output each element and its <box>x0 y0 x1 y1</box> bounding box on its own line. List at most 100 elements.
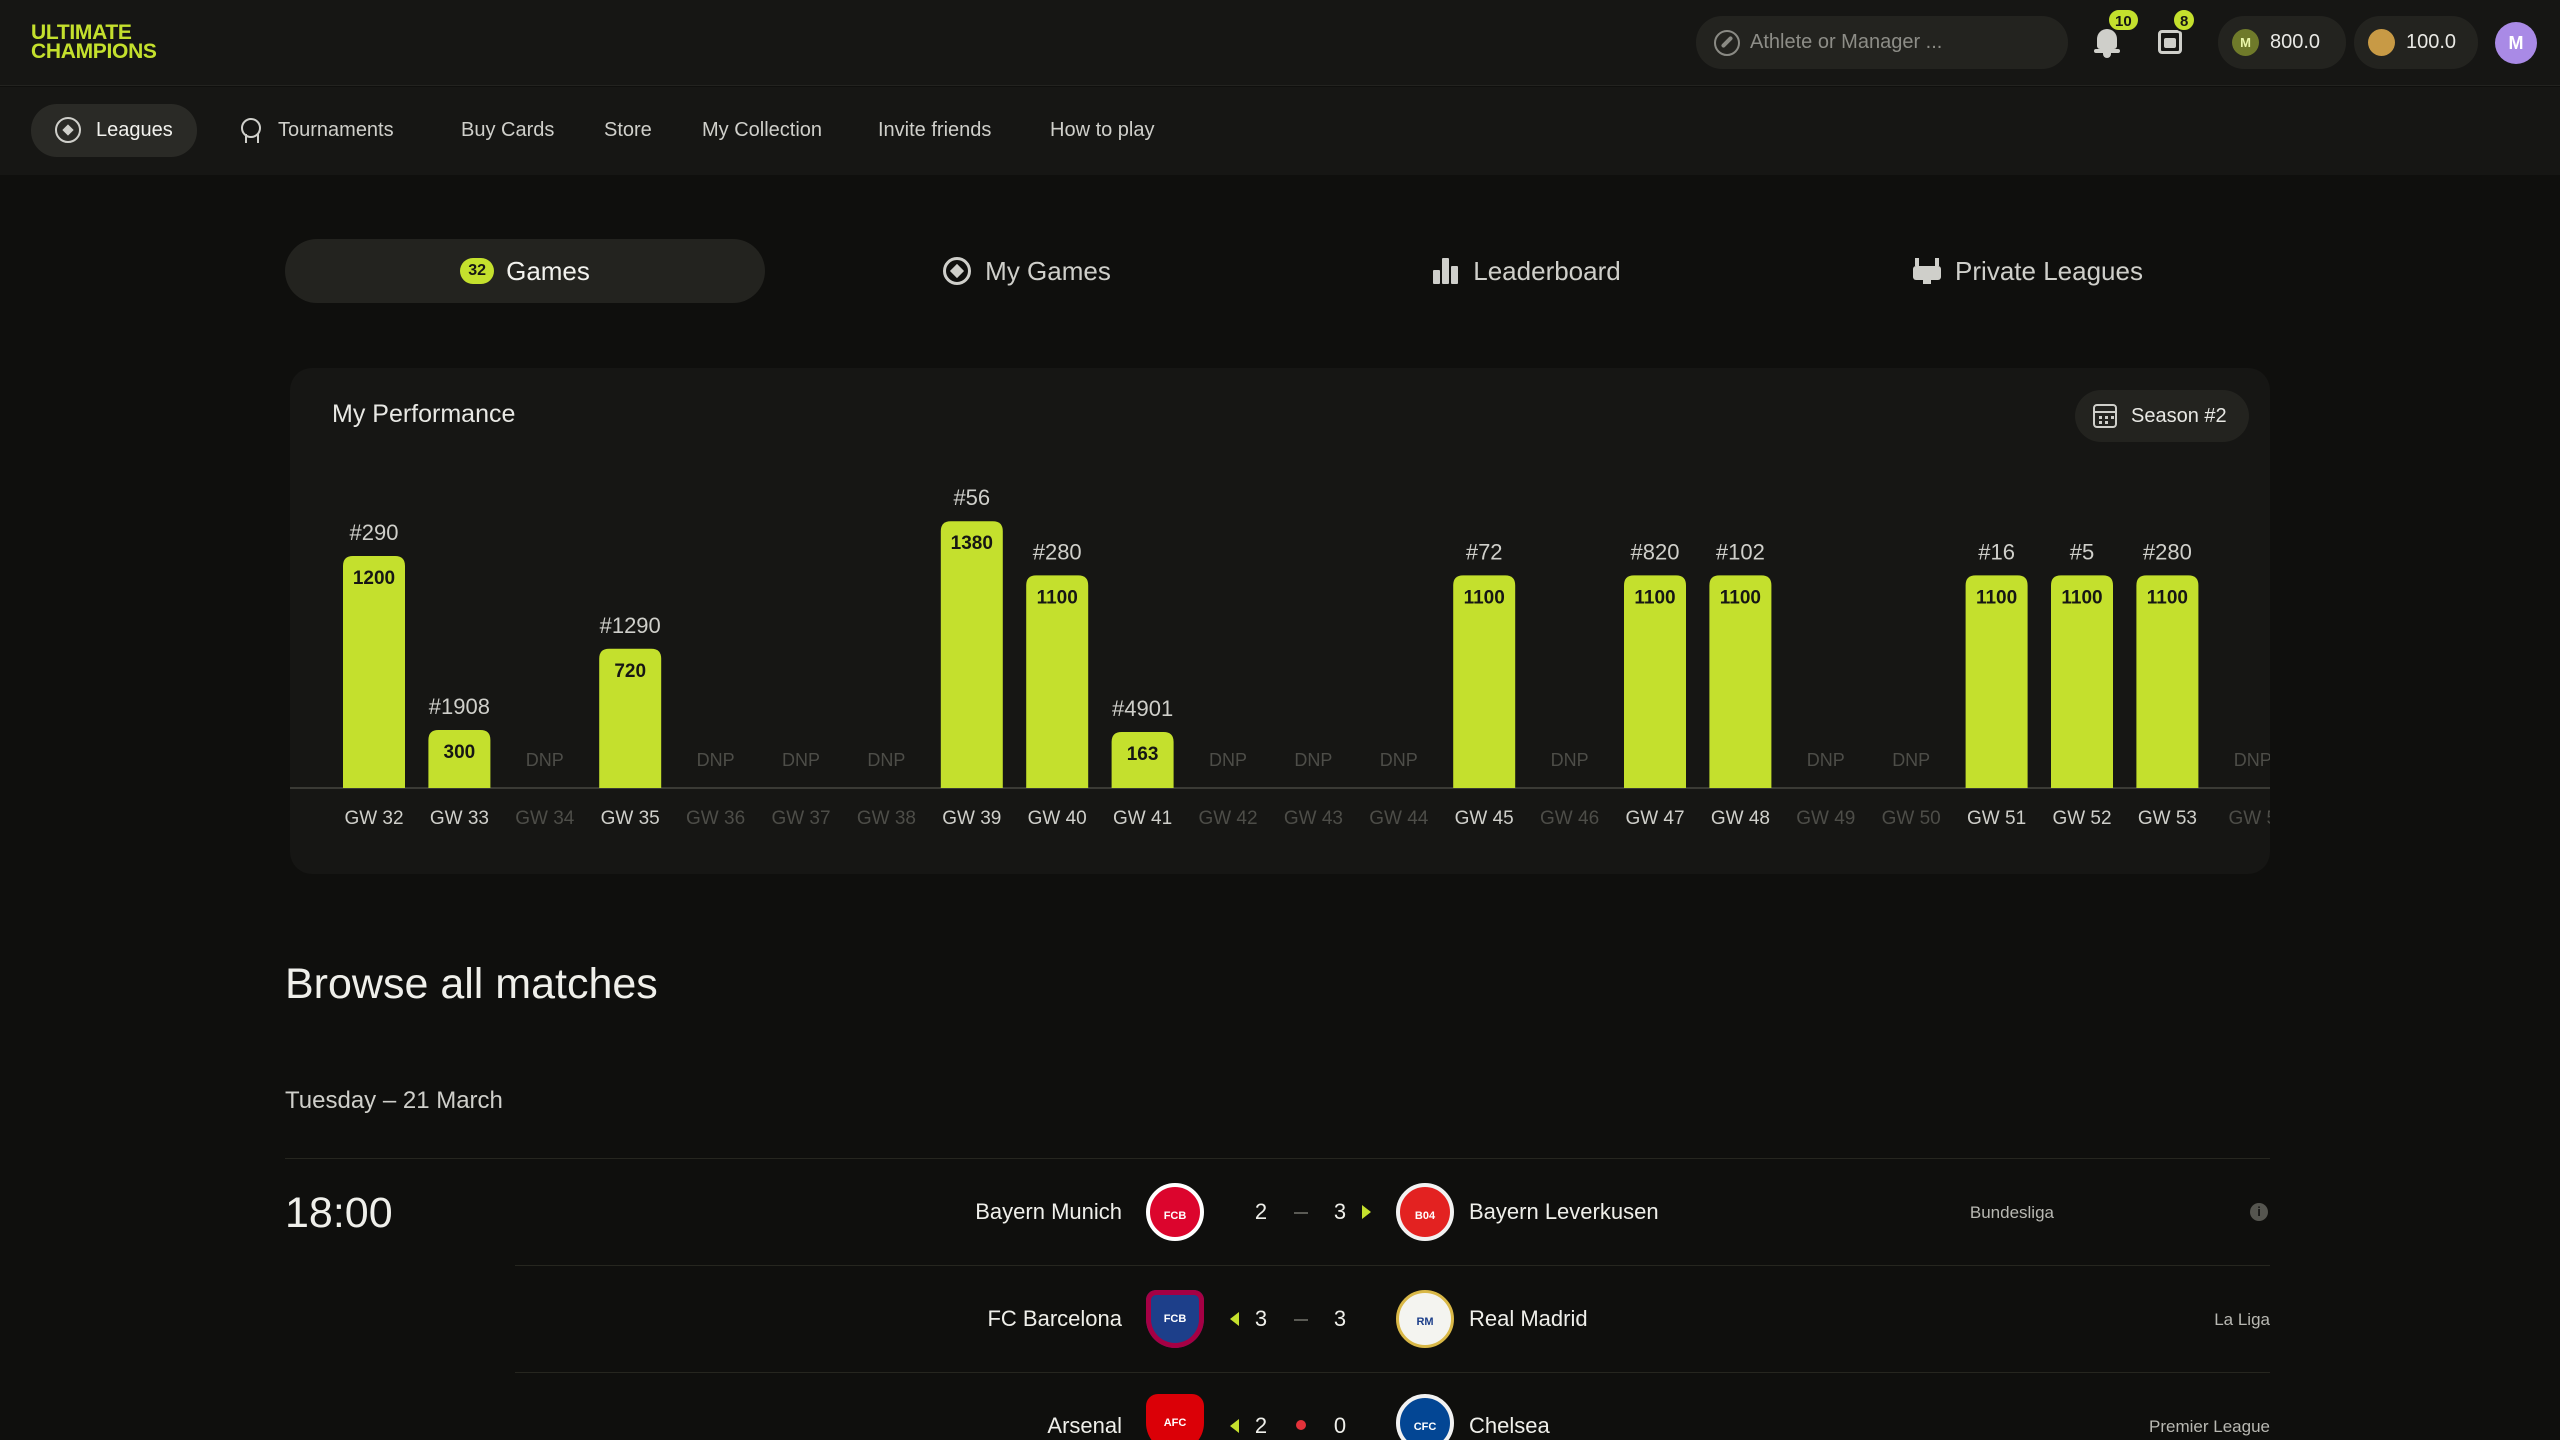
bar <box>1965 575 2028 788</box>
bar <box>1624 575 1686 788</box>
dnp-label: DNP <box>1209 750 1247 770</box>
performance-bar-chart: GW 32 1200 #290 GW 33 300 #1908 GW 34 DNP GW 35 7… <box>290 485 2270 829</box>
divider <box>285 1158 2270 1159</box>
dnp-label: DNP <box>697 750 735 770</box>
rank-label: #280 <box>1033 539 1082 564</box>
ultimate-champions-logo[interactable]: ULTIMATE CHAMPIONS <box>31 21 171 63</box>
x-tick-label: GW 53 <box>2138 808 2197 829</box>
away-team-name: Bayern Leverkusen <box>1469 1199 1659 1224</box>
nav-item-leagues[interactable]: Leagues <box>31 104 197 157</box>
bar-value-label: 720 <box>614 661 646 682</box>
league-name: La Liga <box>2214 1310 2270 1329</box>
winner-arrow-icon <box>1362 1205 1371 1219</box>
coin-balance-value: 100.0 <box>2406 31 2457 53</box>
top-bar: ULTIMATE CHAMPIONS 10 8 M 800.0 100.0 M <box>0 0 2560 86</box>
score-separator <box>1294 1212 1308 1214</box>
tab-leaderboard[interactable]: Leaderboard <box>1287 239 1767 303</box>
rank-label: #280 <box>2143 539 2192 564</box>
rank-label: #1908 <box>429 694 490 719</box>
rank-label: #1290 <box>600 613 661 638</box>
x-tick-label: GW 40 <box>1028 808 1087 829</box>
dnp-label: DNP <box>1807 750 1845 770</box>
bar-value-label: 1100 <box>1037 587 1078 608</box>
winner-arrow-icon <box>1230 1312 1239 1326</box>
bar-value-label: 1100 <box>1720 587 1761 608</box>
inbox-icon <box>2158 30 2182 54</box>
calendar-icon <box>2093 404 2117 428</box>
bar <box>1111 732 1174 788</box>
dnp-label: DNP <box>2234 750 2270 770</box>
search-box[interactable] <box>1696 16 2068 69</box>
logo-line-2: CHAMPIONS <box>31 40 157 63</box>
home-team-name: Bayern Munich <box>975 1199 1122 1224</box>
inbox-button[interactable]: 8 <box>2152 8 2197 60</box>
nav-item-invite-friends[interactable]: Invite friends <box>878 119 992 141</box>
tab-label: Private Leagues <box>1955 256 2143 286</box>
info-icon[interactable]: i <box>2250 1203 2268 1221</box>
league-name: Premier League <box>2149 1417 2270 1436</box>
away-team-name: Chelsea <box>1469 1413 1550 1438</box>
tab-my-games[interactable]: My Games <box>787 239 1267 303</box>
score-separator <box>1294 1319 1308 1321</box>
league-name: Bundesliga <box>1969 1203 2054 1222</box>
season-selector[interactable]: Season #2 <box>2075 390 2249 442</box>
bar-value-label: 1100 <box>2061 587 2102 608</box>
medal-icon <box>240 118 262 143</box>
nav-item-store[interactable]: Store <box>604 119 652 141</box>
bar-value-label: 300 <box>444 742 476 763</box>
x-tick-label: GW 37 <box>771 808 830 829</box>
x-tick-label: GW 51 <box>1967 808 2026 829</box>
x-tick-label: GW 39 <box>942 808 1001 829</box>
m-balance-pill[interactable]: M 800.0 <box>2218 16 2346 69</box>
x-tick-label: GW 44 <box>1369 808 1429 829</box>
coin-balance-pill[interactable]: 100.0 <box>2354 16 2478 69</box>
away-score: 3 <box>1333 1306 1347 1331</box>
x-tick-label: GW 36 <box>686 808 745 829</box>
winner-arrow-icon <box>1230 1419 1239 1433</box>
rank-label: #72 <box>1466 539 1503 564</box>
kickoff-time: 18:00 <box>285 1189 393 1237</box>
nav-item-tournaments[interactable]: Tournaments <box>236 104 416 157</box>
user-avatar[interactable]: M <box>2495 22 2537 64</box>
stadium-icon <box>1913 258 1942 285</box>
rank-label: #4901 <box>1112 696 1173 721</box>
search-input[interactable] <box>1750 16 2050 69</box>
home-team-name: FC Barcelona <box>987 1306 1122 1331</box>
divider <box>515 1372 2270 1373</box>
x-tick-label: GW 49 <box>1796 808 1855 829</box>
notifications-button[interactable]: 10 <box>2089 8 2140 60</box>
dnp-label: DNP <box>526 750 564 770</box>
bar <box>1453 575 1516 788</box>
season-label: Season #2 <box>2131 405 2227 427</box>
compass-icon <box>1714 30 1740 56</box>
x-tick-label: GW 38 <box>857 808 916 829</box>
x-tick-label: GW 48 <box>1711 808 1770 829</box>
games-count-badge: 32 <box>460 258 495 285</box>
x-tick-label: GW 41 <box>1113 808 1172 829</box>
bar-value-label: 1100 <box>1634 587 1675 608</box>
chelsea-crest-icon: CFC <box>1396 1394 1454 1440</box>
bar-value-label: 1200 <box>353 568 395 589</box>
dnp-label: DNP <box>1294 750 1332 770</box>
nav-item-my-collection[interactable]: My Collection <box>702 119 823 141</box>
main-nav: Leagues Tournaments Buy Cards Store My C… <box>0 87 2560 175</box>
bar-value-label: 163 <box>1127 744 1159 765</box>
nav-item-how-to-play[interactable]: How to play <box>1050 119 1155 141</box>
rank-label: #56 <box>953 485 990 510</box>
bar-value-label: 1380 <box>951 533 993 554</box>
notifications-count-badge: 10 <box>2107 8 2140 32</box>
bar-value-label: 1100 <box>1976 587 2017 608</box>
tab-label: Games <box>506 256 590 286</box>
dnp-label: DNP <box>1551 750 1589 770</box>
dnp-label: DNP <box>1380 750 1418 770</box>
nav-item-buy-cards[interactable]: Buy Cards <box>461 119 555 141</box>
home-score: 3 <box>1254 1306 1268 1331</box>
logo-line-1: ULTIMATE <box>31 21 132 44</box>
bar <box>599 648 662 788</box>
bayer-leverkusen-crest-icon: B04 <box>1396 1183 1454 1241</box>
tab-label: Leaderboard <box>1473 256 1621 286</box>
soccer-ball-icon <box>943 257 972 286</box>
bar <box>940 521 1003 788</box>
tab-games[interactable]: 32 Games <box>285 239 765 303</box>
tab-private-leagues[interactable]: Private Leagues <box>1788 239 2268 303</box>
